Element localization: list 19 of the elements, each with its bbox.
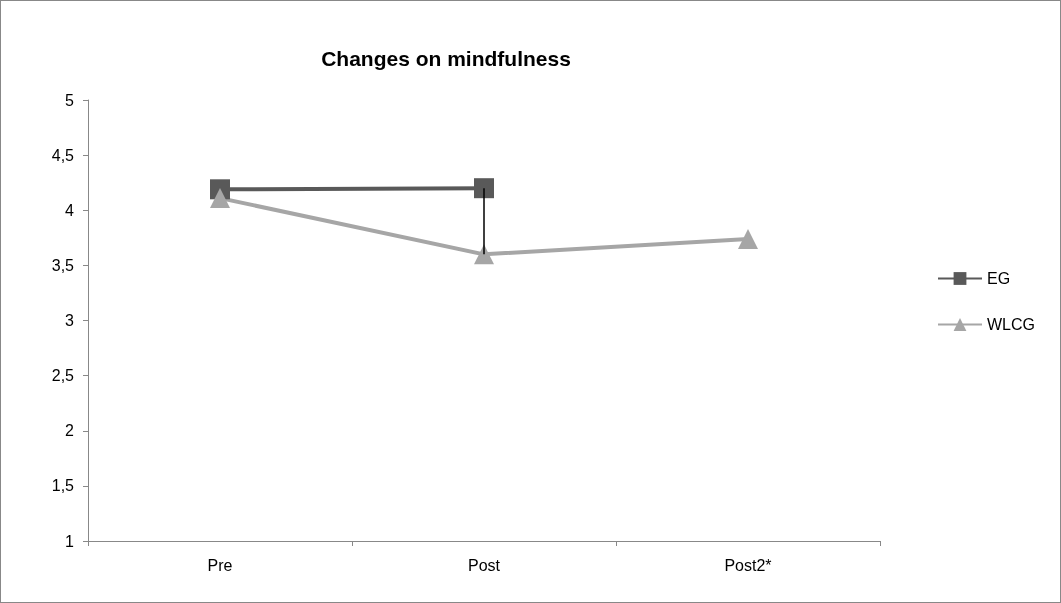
y-tick-label: 4 [65, 201, 75, 219]
point [738, 228, 758, 249]
point [474, 178, 494, 199]
y-tick-label: 1 [65, 532, 75, 550]
x-tick-label: Post [467, 556, 501, 574]
x-tick-label: Pre [207, 556, 233, 574]
y-tick-label: 2 [65, 422, 75, 440]
legend-label: EG [987, 270, 1011, 287]
x-tick-label: Post2* [724, 556, 772, 574]
chart-title: Changes on mindfulness [321, 47, 571, 70]
y-tick-label: 3 [65, 312, 75, 329]
point [210, 188, 230, 209]
legend-label: WLCG [987, 316, 1035, 333]
y-tick-label: 4,5 [51, 146, 75, 164]
y-tick-label: 1,5 [51, 477, 75, 495]
y-tick-label: 2,5 [51, 367, 75, 385]
point [474, 244, 494, 265]
y-tick-label: 3,5 [51, 256, 75, 274]
y-tick-label: 5 [65, 91, 75, 109]
